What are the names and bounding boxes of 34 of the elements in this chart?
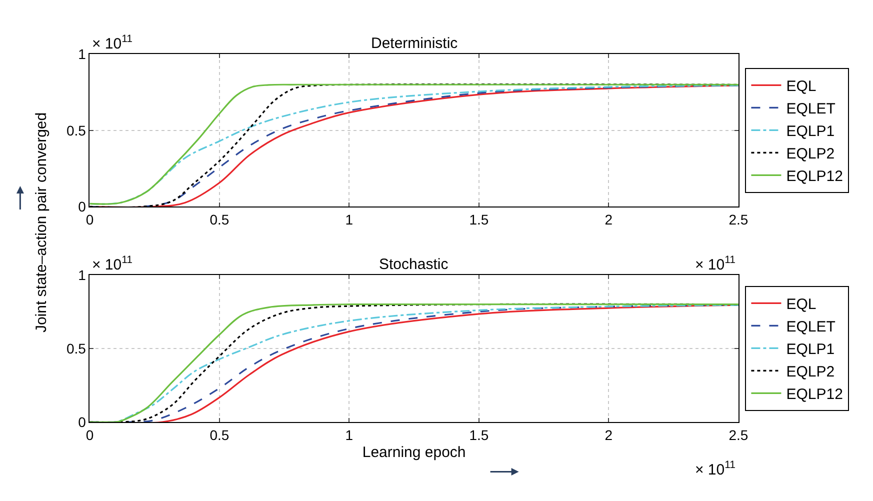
legend-label: EQL — [786, 296, 816, 314]
x-tick-label: 1 — [345, 212, 354, 228]
y-tick-label: 0.5 — [66, 340, 86, 356]
y-tick-label: 0 — [78, 198, 86, 215]
chart-title: Stochastic — [379, 256, 449, 273]
legend-label: EQLET — [786, 318, 836, 336]
legend-label: EQLP12 — [786, 386, 843, 404]
chart-title: Deterministic — [371, 35, 458, 52]
x-tick-label: 2.5 — [728, 212, 748, 228]
text: × 10$^{11}$ — [695, 254, 736, 274]
y-tick-label: 0.5 — [66, 122, 86, 138]
legend-label: EQLP1 — [786, 123, 835, 140]
x-tick-label: 2 — [604, 426, 613, 443]
text: × 10$^{11}$ — [92, 254, 133, 274]
x-tick-label: 1.5 — [469, 426, 489, 443]
legend-label: EQLET — [786, 100, 836, 118]
x-tick-label: 0.5 — [210, 426, 230, 443]
x-tick-label: 2.5 — [728, 426, 748, 443]
x-tick-label: 1 — [345, 426, 354, 443]
x-tick-label: 2 — [604, 212, 613, 228]
legend-label: EQLP2 — [786, 146, 835, 163]
y-tick-label: 0 — [78, 414, 86, 430]
legend-label: EQLP2 — [786, 364, 835, 381]
x-tick-label: 0.5 — [210, 212, 230, 228]
legend-label: EQLP1 — [786, 341, 835, 358]
text: × 10$^{11}$ — [695, 459, 736, 478]
y-tick-label: 1 — [78, 46, 86, 62]
legend-label: EQL — [786, 78, 816, 96]
text: × 10$^{11}$ — [92, 33, 133, 52]
y-axis-title: Joint state–action pair converged — [32, 112, 50, 333]
y-tick-label: 1 — [78, 266, 86, 283]
x-axis-title: Learning epoch — [362, 444, 466, 461]
x-tick-label: 1.5 — [469, 212, 489, 228]
legend-label: EQLP12 — [786, 168, 843, 186]
